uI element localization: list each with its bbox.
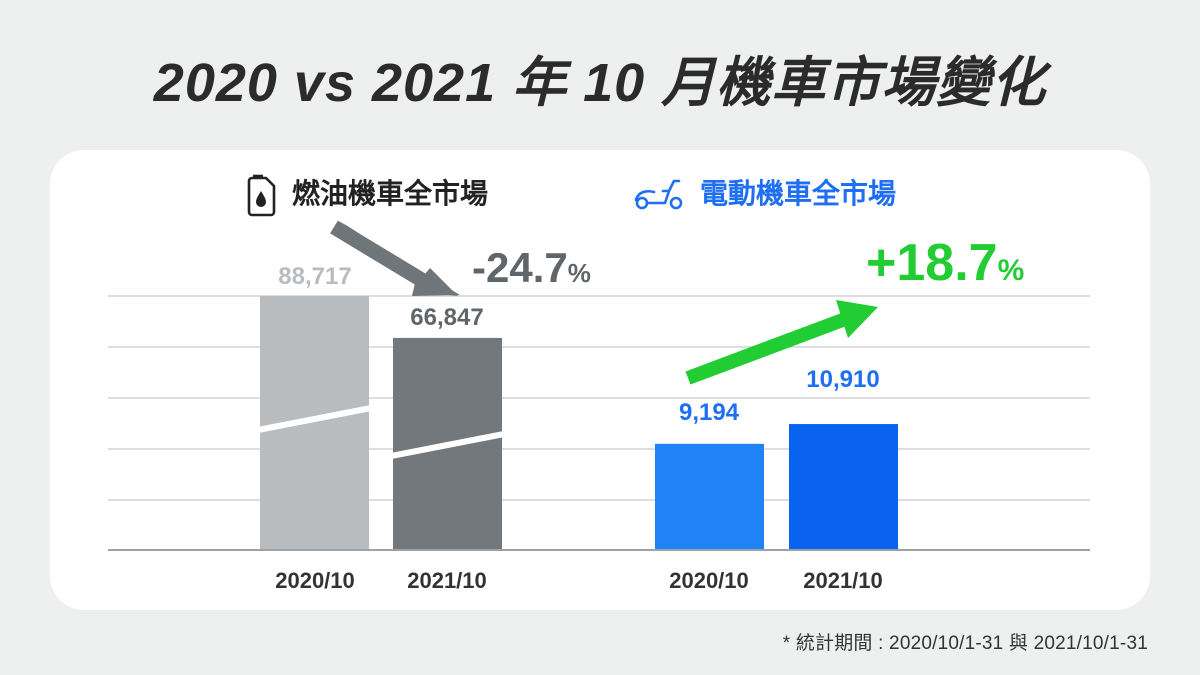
group-title-gas: 燃油機車全市場 — [292, 177, 488, 209]
gridlines — [108, 295, 1090, 501]
group-title-ev: 電動機車全市場 — [700, 177, 896, 209]
bar-ev-2021 — [789, 424, 898, 550]
scooter-icon — [634, 179, 683, 210]
fuel-can-icon — [247, 174, 276, 217]
axis-break-2020 — [257, 405, 372, 433]
change-value-gas: -24.7 — [472, 244, 568, 291]
tick-label-ev-2021: 2021/10 — [803, 568, 883, 593]
tick-label-gas-2020: 2020/10 — [275, 568, 355, 593]
bar-gas-2020 — [260, 296, 369, 550]
page-title: 2020 vs 2021 年 10 月機車市場變化 — [153, 53, 1047, 113]
footnote: * 統計期間 : 2020/10/1-31 與 2021/10/1-31 — [782, 633, 1148, 654]
change-label-ev: +18.7% — [866, 234, 1024, 292]
change-unit-ev: % — [998, 254, 1025, 287]
value-label-gas-2021: 66,847 — [410, 304, 483, 331]
decrease-arrow — [330, 220, 460, 296]
change-label-gas: -24.7% — [472, 244, 591, 291]
tick-label-ev-2020: 2020/10 — [669, 568, 749, 593]
increase-arrow — [685, 300, 878, 385]
value-label-ev-2021: 10,910 — [806, 366, 879, 393]
value-label-gas-2020: 88,717 — [278, 263, 351, 290]
bar-ev-2020 — [655, 443, 764, 550]
tick-label-gas-2021: 2021/10 — [407, 568, 487, 593]
value-label-ev-2020: 9,194 — [679, 399, 740, 426]
axis-break-2021 — [390, 431, 505, 459]
chart-card — [50, 150, 1150, 610]
change-unit-gas: % — [568, 258, 591, 288]
change-value-ev: +18.7 — [866, 234, 998, 292]
bars — [257, 296, 898, 550]
